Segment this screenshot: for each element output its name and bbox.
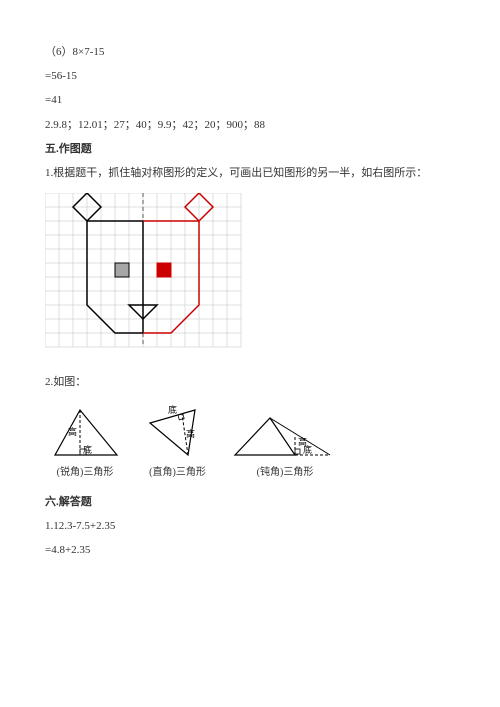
obtuse-triangle: 高 底 (钝角)三角形 (230, 410, 340, 484)
acute-triangle: 高 底 (锐角)三角形 (45, 405, 125, 484)
section-6-l2: =4.8+2.35 (45, 538, 455, 562)
base-label: 底 (83, 444, 92, 455)
section-6-l1: 1.12.3-7.5+2.35 (45, 514, 455, 538)
calc-line-1: （6）8×7-15 (45, 40, 455, 64)
calc-line-2: =56-15 (45, 64, 455, 88)
section-5-q1: 1.根据题干，抓住轴对称图形的定义，可画出已知图形的另一半，如右图所示： (45, 161, 455, 185)
acute-label: (锐角)三角形 (57, 462, 114, 484)
section-5-q2: 2.如图： (45, 370, 455, 394)
obtuse-label: (钝角)三角形 (257, 462, 314, 484)
symmetry-grid-figure (45, 193, 455, 362)
right-triangle: 底 高 (直角)三角形 (140, 405, 215, 484)
triangle-row: 高 底 (锐角)三角形 底 高 (直角)三角形 高 底 (钝角)三角形 (45, 405, 455, 484)
height-label: 高 (68, 426, 77, 437)
calc-line-4: 2.9.8；12.01；27；40；9.9；42；20；900；88 (45, 113, 455, 137)
calc-line-3: =41 (45, 88, 455, 112)
height-label: 高 (186, 428, 195, 439)
base-label: 底 (303, 444, 312, 455)
section-5-title: 五.作图题 (45, 137, 455, 161)
base-label: 底 (168, 405, 177, 415)
section-6-title: 六.解答题 (45, 490, 455, 514)
right-label: (直角)三角形 (149, 462, 206, 484)
